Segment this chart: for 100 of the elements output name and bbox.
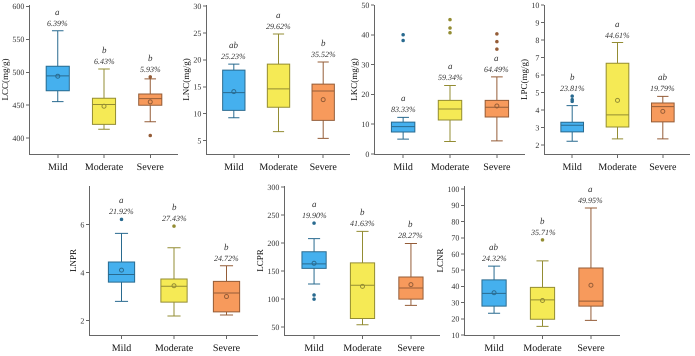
y-tick-label: 3 bbox=[535, 124, 540, 133]
annotation: 21.92% bbox=[109, 207, 134, 216]
annotation: a bbox=[448, 61, 453, 71]
y-tick-label: 50 bbox=[271, 322, 280, 332]
y-tick-label: 150 bbox=[267, 266, 280, 276]
x-tick-label: Mild bbox=[304, 343, 324, 354]
annotation: b bbox=[570, 72, 575, 82]
x-tick-label: Moderate bbox=[84, 162, 124, 173]
x-tick-label: Mild bbox=[224, 162, 244, 173]
y-tick-label: 4 bbox=[80, 268, 84, 278]
annotation: 6.39% bbox=[47, 19, 68, 28]
y-tick-label: 30 bbox=[361, 60, 370, 70]
x-tick-label: Mild bbox=[562, 162, 582, 173]
annotation: a bbox=[119, 195, 124, 205]
y-tick-label: 5 bbox=[535, 88, 540, 98]
x-tick-label: Moderate bbox=[343, 343, 382, 354]
annotation: 24.32% bbox=[482, 254, 507, 263]
y-tick-label: 30 bbox=[193, 2, 202, 11]
y-tick-label: 550 bbox=[12, 35, 24, 44]
annotation: b bbox=[102, 45, 107, 55]
x-tick-label: Moderate bbox=[430, 162, 470, 173]
annotation: b bbox=[224, 242, 229, 252]
y-tick-label: 200 bbox=[267, 238, 280, 248]
x-tick-label: Severe bbox=[310, 162, 338, 173]
annotation: ab bbox=[229, 40, 238, 50]
annotation: 23.81% bbox=[560, 84, 585, 93]
y-tick-label: 40 bbox=[451, 282, 460, 292]
y-tick-label: 600 bbox=[12, 2, 24, 12]
y-tick-label: 500 bbox=[12, 68, 24, 78]
y-tick-label: 4 bbox=[535, 106, 540, 115]
y-axis-title: LCC(mg/g) bbox=[0, 58, 10, 100]
y-axis-title: LPC(mg/g) bbox=[518, 58, 529, 100]
x-tick-label: Severe bbox=[212, 343, 241, 354]
annotation: a bbox=[312, 199, 317, 209]
annotation: b bbox=[540, 216, 545, 226]
annotation: 29.62% bbox=[266, 22, 291, 31]
y-tick-label: 9 bbox=[535, 18, 540, 28]
y-axis-title: LNPR bbox=[68, 248, 78, 272]
y-tick-label: 100 bbox=[447, 185, 460, 194]
annotation: 28.27% bbox=[398, 231, 423, 240]
y-tick-label: 50 bbox=[361, 0, 370, 10]
annotation: 19.79% bbox=[650, 84, 675, 93]
y-tick-label: 70 bbox=[451, 234, 460, 243]
x-tick-label: Severe bbox=[136, 162, 164, 173]
y-tick-label: 6 bbox=[80, 220, 84, 230]
y-tick-label: 25 bbox=[193, 28, 202, 38]
x-tick-label: Severe bbox=[649, 162, 677, 173]
y-axis-title: LKC(mg/g) bbox=[348, 58, 359, 101]
y-tick-label: 90 bbox=[451, 201, 460, 210]
y-tick-label: 450 bbox=[12, 101, 24, 110]
y-tick-label: 30 bbox=[451, 298, 460, 308]
x-tick-label: Mild bbox=[112, 343, 132, 354]
annotation: a bbox=[276, 10, 281, 20]
y-tick-label: 20 bbox=[451, 314, 460, 324]
y-tick-label: 8 bbox=[535, 36, 540, 45]
annotation: 27.43% bbox=[162, 214, 187, 223]
annotation: 24.72% bbox=[214, 254, 239, 263]
annotation: 41.63% bbox=[350, 219, 375, 228]
y-tick-label: 100 bbox=[267, 294, 280, 304]
annotation: 35.71% bbox=[530, 228, 556, 237]
y-tick-label: 7 bbox=[535, 53, 540, 62]
y-tick-label: 0 bbox=[365, 150, 370, 159]
annotation: 59.34% bbox=[438, 73, 463, 82]
y-tick-label: 60 bbox=[451, 250, 460, 259]
annotation: b bbox=[148, 53, 153, 63]
y-tick-label: 40 bbox=[361, 30, 370, 40]
y-tick-label: 400 bbox=[12, 134, 24, 143]
annotation: b bbox=[321, 38, 326, 48]
annotation: a bbox=[588, 184, 593, 194]
y-tick-label: 2 bbox=[80, 316, 84, 326]
y-tick-label: 5 bbox=[197, 136, 202, 146]
x-tick-label: Mild bbox=[48, 162, 68, 173]
annotation: ab bbox=[489, 242, 498, 252]
annotation: a bbox=[615, 19, 620, 29]
annotation: b bbox=[360, 207, 365, 217]
y-tick-label: 300 bbox=[267, 182, 280, 192]
y-tick-label: 250 bbox=[267, 210, 280, 220]
annotation: 64.49% bbox=[484, 65, 509, 74]
annotation: a bbox=[401, 93, 406, 103]
x-tick-label: Severe bbox=[483, 162, 512, 173]
annotation: ab bbox=[658, 72, 668, 82]
y-tick-label: 10 bbox=[531, 0, 540, 10]
annotation: b bbox=[408, 219, 413, 229]
y-tick-label: 15 bbox=[193, 82, 202, 92]
annotation: 83.33% bbox=[391, 105, 416, 114]
x-tick-label: Moderate bbox=[523, 343, 562, 354]
y-axis-title: LCPR bbox=[254, 249, 265, 272]
y-tick-label: 20 bbox=[361, 90, 370, 100]
y-tick-label: 10 bbox=[361, 120, 370, 129]
x-tick-label: Mild bbox=[484, 343, 504, 354]
annotation: 5.93% bbox=[140, 65, 161, 74]
x-tick-label: Moderate bbox=[598, 162, 638, 173]
annotation: 44.61% bbox=[605, 31, 630, 40]
annotation: 49.95% bbox=[578, 196, 603, 205]
annotation: 6.43% bbox=[94, 57, 115, 66]
y-axis-title: LCNR bbox=[434, 248, 445, 273]
x-tick-label: Moderate bbox=[259, 162, 298, 173]
y-axis-title: LNC(mg/g) bbox=[180, 58, 191, 101]
y-tick-label: 2 bbox=[535, 141, 540, 150]
annotation: 35.52% bbox=[310, 50, 336, 59]
